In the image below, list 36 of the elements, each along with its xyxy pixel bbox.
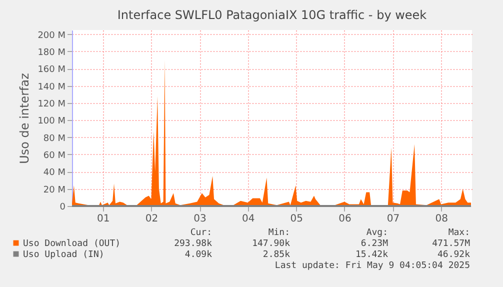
y-tick-label: 120 M — [38, 99, 66, 110]
text: Last update: Fri May 9 04:05:04 2025 — [274, 261, 470, 271]
x-tick-label: 03 — [194, 214, 206, 224]
chart-title: Interface SWLFL0 PatagoniaIX 10G traffic - by week — [117, 8, 427, 22]
text: Cur: — [190, 228, 212, 238]
y-axis-title: Uso de interfaz — [18, 73, 32, 164]
x-tick-label: 04 — [242, 214, 255, 224]
y-tick-label: 60 M — [43, 150, 66, 161]
text: 471.57M — [432, 239, 471, 249]
y-tick-label: 20 M — [43, 185, 66, 196]
legend-label: Uso Upload (IN) — [23, 250, 104, 260]
y-tick-label: 160 M — [38, 65, 66, 76]
y-tick-label: 80 M — [43, 134, 66, 144]
y-tick-label: 140 M — [38, 82, 66, 92]
text: Min: — [268, 228, 290, 238]
x-tick-label: 07 — [386, 214, 400, 224]
legend-label: Uso Download (OUT) — [23, 239, 121, 249]
text: 293.98k — [174, 239, 213, 249]
text: 4.09k — [184, 250, 213, 260]
text: 15.42k — [355, 250, 389, 260]
y-tick-label: 180 M — [38, 48, 66, 58]
text: 6.23M — [360, 239, 389, 249]
y-tick-label: 100 M — [38, 116, 66, 127]
x-tick-label: 06 — [338, 214, 352, 224]
y-tick-label: 200 M — [38, 30, 66, 41]
x-tick-label: 01 — [97, 214, 110, 224]
x-tick-label: 08 — [435, 214, 448, 224]
y-tick-label: 0 — [60, 202, 66, 212]
text: 2.85k — [262, 250, 291, 260]
y-tick-label: 40 M — [43, 168, 66, 178]
text: Max: — [448, 228, 470, 238]
x-tick-label: 05 — [290, 214, 304, 224]
text: Avg: — [366, 228, 388, 238]
text: 147.90k — [252, 239, 291, 249]
text: 46.92k — [437, 250, 471, 260]
x-tick-label: 02 — [145, 214, 158, 224]
